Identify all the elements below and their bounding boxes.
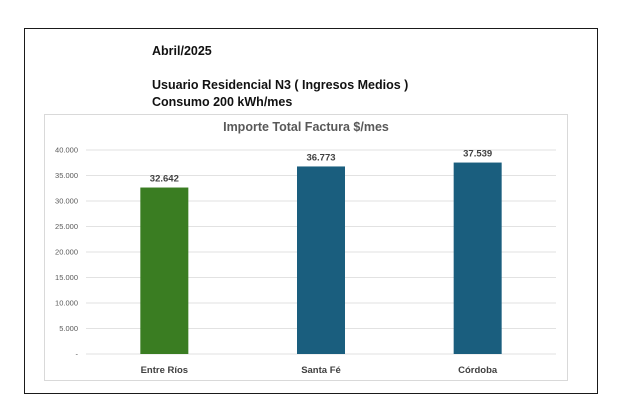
report-date: Abril/2025 <box>152 44 212 58</box>
y-tick-label: 35.000 <box>55 171 78 180</box>
x-tick-label: Córdoba <box>458 365 498 376</box>
y-tick-label: 30.000 <box>55 197 78 206</box>
data-label: 36.773 <box>306 152 335 163</box>
user-type: Usuario Residencial N3 ( Ingresos Medios… <box>152 78 409 92</box>
x-tick-label: Santa Fé <box>301 365 341 376</box>
chart-title: Importe Total Factura $/mes <box>223 120 389 134</box>
data-label: 37.539 <box>463 149 492 160</box>
data-label: 32.642 <box>150 174 179 185</box>
x-tick-label: Entre Ríos <box>141 365 189 376</box>
y-tick-label: 40.000 <box>55 146 78 155</box>
bar <box>297 166 345 354</box>
y-tick-label: 15.000 <box>55 273 78 282</box>
y-tick-label: 5.000 <box>59 324 78 333</box>
y-tick-label: 20.000 <box>55 248 78 257</box>
y-tick-label: - <box>76 350 79 359</box>
consumption-label: Consumo 200 kWh/mes <box>152 95 293 109</box>
y-tick-label: 10.000 <box>55 299 78 308</box>
bar <box>140 187 189 354</box>
y-tick-label: 25.000 <box>55 222 78 231</box>
bar <box>453 162 502 354</box>
